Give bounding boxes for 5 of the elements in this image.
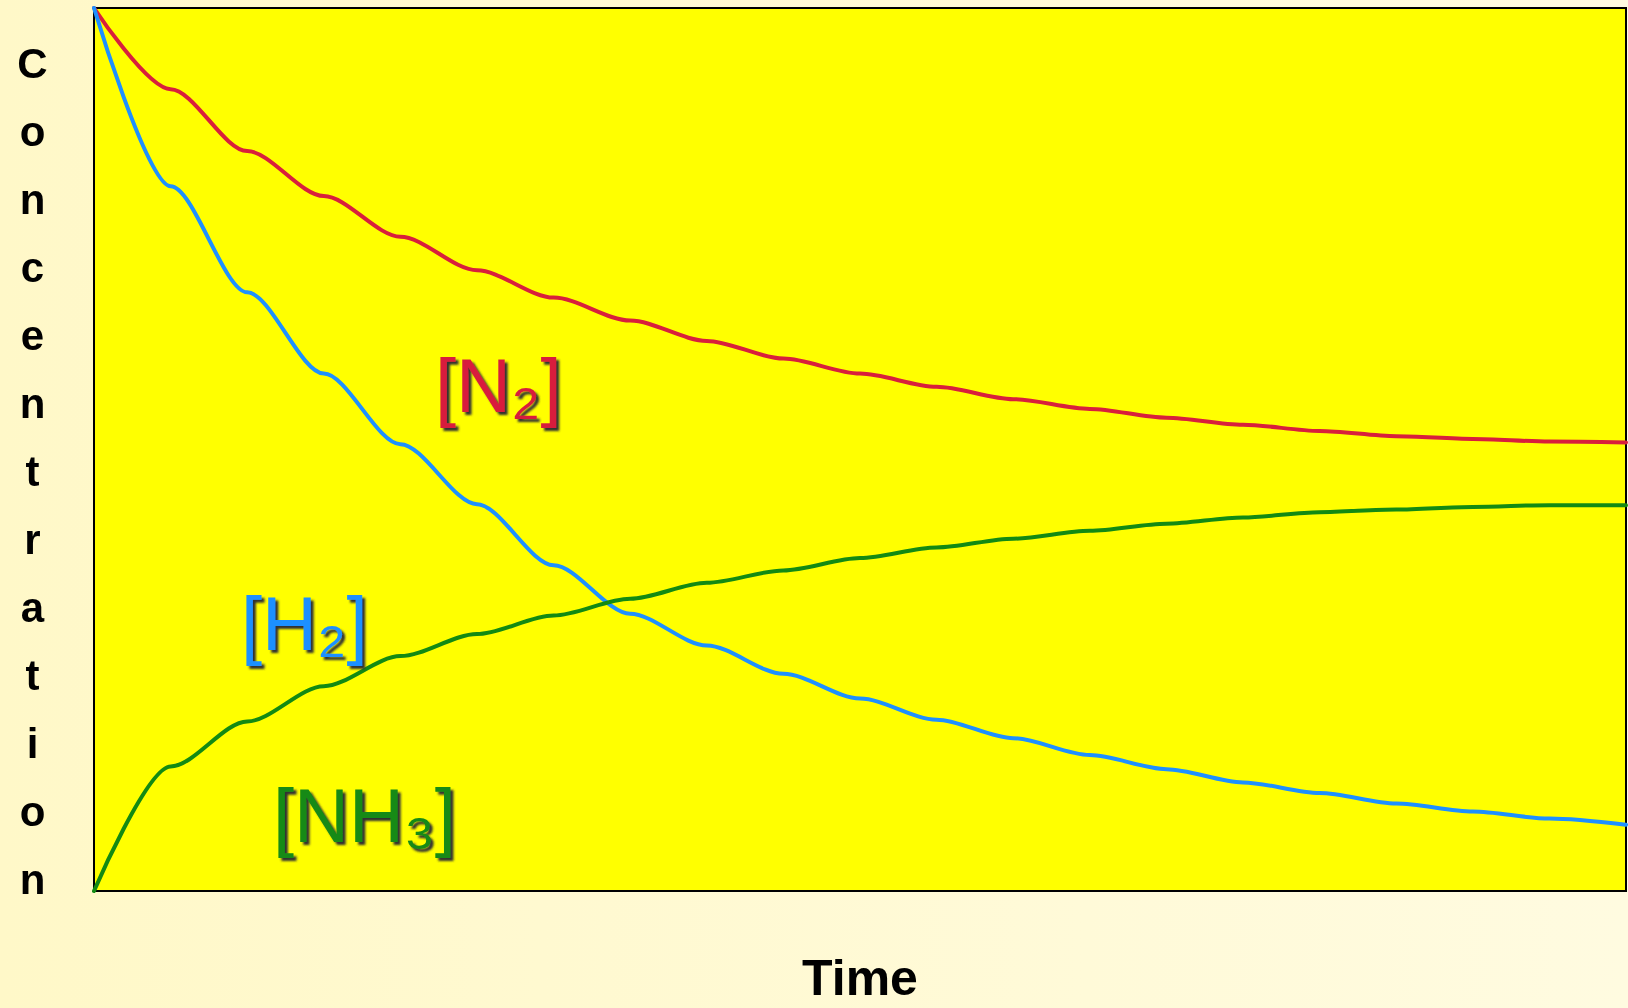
- series-label: [H₂]: [241, 580, 368, 666]
- y-axis-title: Concentration: [8, 40, 56, 924]
- x-axis-title: Time: [802, 950, 918, 1006]
- series-label: [N₂]: [435, 342, 562, 428]
- series-label: [NH₃]: [273, 772, 456, 858]
